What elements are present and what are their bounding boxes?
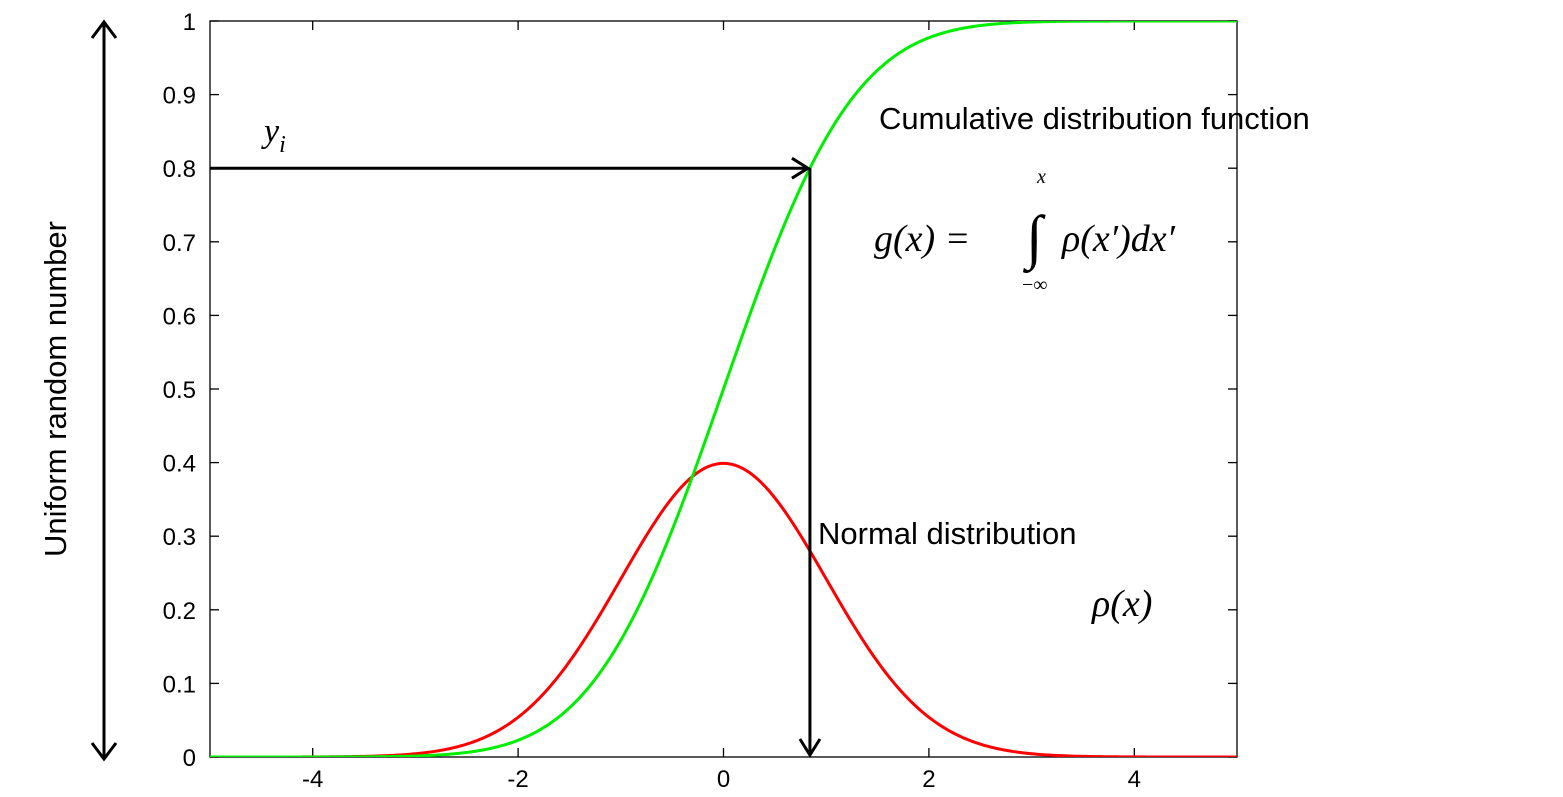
x-tick-label: 2 [922,766,935,793]
x-tick-label: 0 [717,766,730,793]
series-line-0 [210,461,1237,757]
y-tick-label: 0.8 [163,156,196,183]
y-tick-label: 0 [183,745,196,772]
y-tick-label: 0.6 [163,303,196,330]
mapping-arrows [210,156,822,758]
y-tick-label: 1 [183,9,196,36]
cdf-formula-integrand: ρ(x′)dx′ [1061,218,1176,260]
y-axis-label: Uniform random number [38,221,73,557]
series-line-1 [210,21,1237,757]
yi-label: yi [261,113,286,158]
vertical-arrow-head [798,738,822,758]
y-tick-label: 0.1 [163,671,196,698]
cdf-formula-integral: ∫ [1023,204,1046,274]
cdf-formula-upper-limit: x [1036,166,1046,188]
y-tick-label: 0.3 [163,524,196,551]
cdf-title: Cumulative distribution function [879,101,1310,136]
x-tick-label: 4 [1128,766,1141,793]
series-layer [210,21,1237,757]
y-tick-label: 0.4 [163,451,196,478]
y-tick-label: 0.9 [163,83,196,110]
x-tick-label: -4 [302,766,323,793]
cdf-formula-lower-limit: −∞ [1022,274,1048,296]
y-tick-label: 0.5 [163,377,196,404]
pdf-formula: ρ(x) [1091,583,1152,625]
y-tick-label: 0.7 [163,230,196,257]
pdf-title: Normal distribution [818,516,1076,551]
y-tick-label: 0.2 [163,598,196,625]
horizontal-arrow-head [791,156,811,180]
y-range-arrow [90,19,118,762]
axis-ticks: -4 -2 0 2 4 0 0.1 0.2 0.3 0.4 0.5 0.6 0.7 0.8 0.9 1 [163,9,1237,793]
x-tick-label: -2 [507,766,528,793]
cdf-formula-lhs: g(x) = [874,218,970,260]
